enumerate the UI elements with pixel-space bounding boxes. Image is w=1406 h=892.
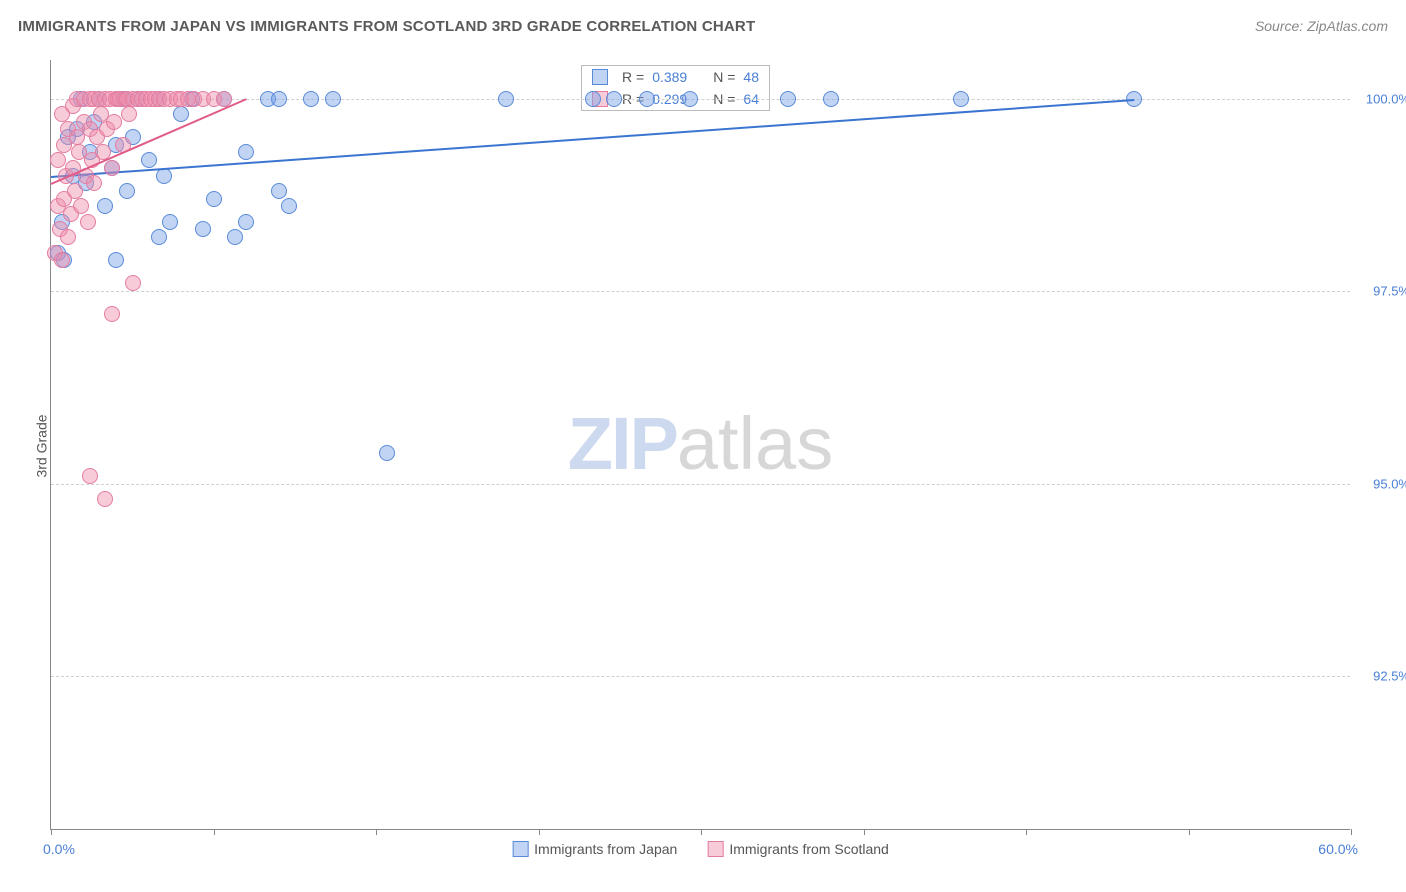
x-tick [864, 829, 865, 835]
scatter-point [195, 221, 211, 237]
y-axis-title: 3rd Grade [34, 414, 50, 477]
legend-swatch [512, 841, 528, 857]
scatter-point [82, 468, 98, 484]
stats-r-value: 0.389 [652, 69, 687, 85]
scatter-point [104, 160, 120, 176]
x-axis-max-label: 60.0% [1318, 841, 1358, 857]
scatter-point [498, 91, 514, 107]
legend-bottom: Immigrants from Japan Immigrants from Sco… [512, 841, 889, 857]
scatter-point [67, 183, 83, 199]
stats-n-label: N = [713, 69, 735, 85]
source-label: Source: ZipAtlas.com [1255, 18, 1388, 34]
scatter-point [97, 491, 113, 507]
legend-label: Immigrants from Scotland [729, 841, 889, 857]
gridline-h [51, 484, 1350, 485]
scatter-point [953, 91, 969, 107]
y-tick-label: 95.0% [1373, 476, 1406, 491]
scatter-point [823, 91, 839, 107]
legend-swatch [707, 841, 723, 857]
plot-area: ZIPatlas R =0.389N =48R =0.299N =64 0.0%… [50, 60, 1350, 830]
scatter-point [104, 306, 120, 322]
scatter-point [206, 191, 222, 207]
scatter-point [73, 198, 89, 214]
scatter-point [639, 91, 655, 107]
stats-r-label: R = [622, 69, 644, 85]
watermark-zip: ZIP [568, 401, 677, 484]
legend-item: Immigrants from Scotland [707, 841, 889, 857]
scatter-point [86, 175, 102, 191]
y-tick-label: 100.0% [1366, 91, 1406, 106]
x-tick [539, 829, 540, 835]
gridline-h [51, 291, 1350, 292]
scatter-point [227, 229, 243, 245]
scatter-point [106, 114, 122, 130]
legend-swatch [592, 69, 608, 85]
scatter-point [54, 252, 70, 268]
scatter-point [606, 91, 622, 107]
x-axis-min-label: 0.0% [43, 841, 75, 857]
x-tick [701, 829, 702, 835]
scatter-point [325, 91, 341, 107]
legend-label: Immigrants from Japan [534, 841, 677, 857]
scatter-point [50, 152, 66, 168]
scatter-point [121, 106, 137, 122]
scatter-point [585, 91, 601, 107]
gridline-h [51, 676, 1350, 677]
x-tick [214, 829, 215, 835]
scatter-point [303, 91, 319, 107]
scatter-point [97, 198, 113, 214]
x-tick [376, 829, 377, 835]
scatter-point [162, 214, 178, 230]
watermark: ZIPatlas [568, 400, 833, 485]
watermark-atlas: atlas [677, 401, 833, 484]
legend-item: Immigrants from Japan [512, 841, 677, 857]
scatter-point [281, 198, 297, 214]
scatter-point [173, 106, 189, 122]
x-tick [1351, 829, 1352, 835]
scatter-point [780, 91, 796, 107]
scatter-point [119, 183, 135, 199]
scatter-point [80, 214, 96, 230]
scatter-point [379, 445, 395, 461]
scatter-point [238, 214, 254, 230]
stats-n-value: 48 [743, 69, 759, 85]
scatter-point [108, 252, 124, 268]
scatter-point [271, 91, 287, 107]
scatter-point [141, 152, 157, 168]
scatter-point [60, 229, 76, 245]
scatter-point [125, 275, 141, 291]
x-tick [1189, 829, 1190, 835]
scatter-point [151, 229, 167, 245]
y-tick-label: 97.5% [1373, 284, 1406, 299]
scatter-point [682, 91, 698, 107]
scatter-point [271, 183, 287, 199]
x-tick [51, 829, 52, 835]
scatter-point [238, 144, 254, 160]
chart-title: IMMIGRANTS FROM JAPAN VS IMMIGRANTS FROM… [18, 18, 755, 35]
x-tick [1026, 829, 1027, 835]
y-tick-label: 92.5% [1373, 669, 1406, 684]
stats-row: R = 0.389 N = 48 [582, 66, 769, 88]
